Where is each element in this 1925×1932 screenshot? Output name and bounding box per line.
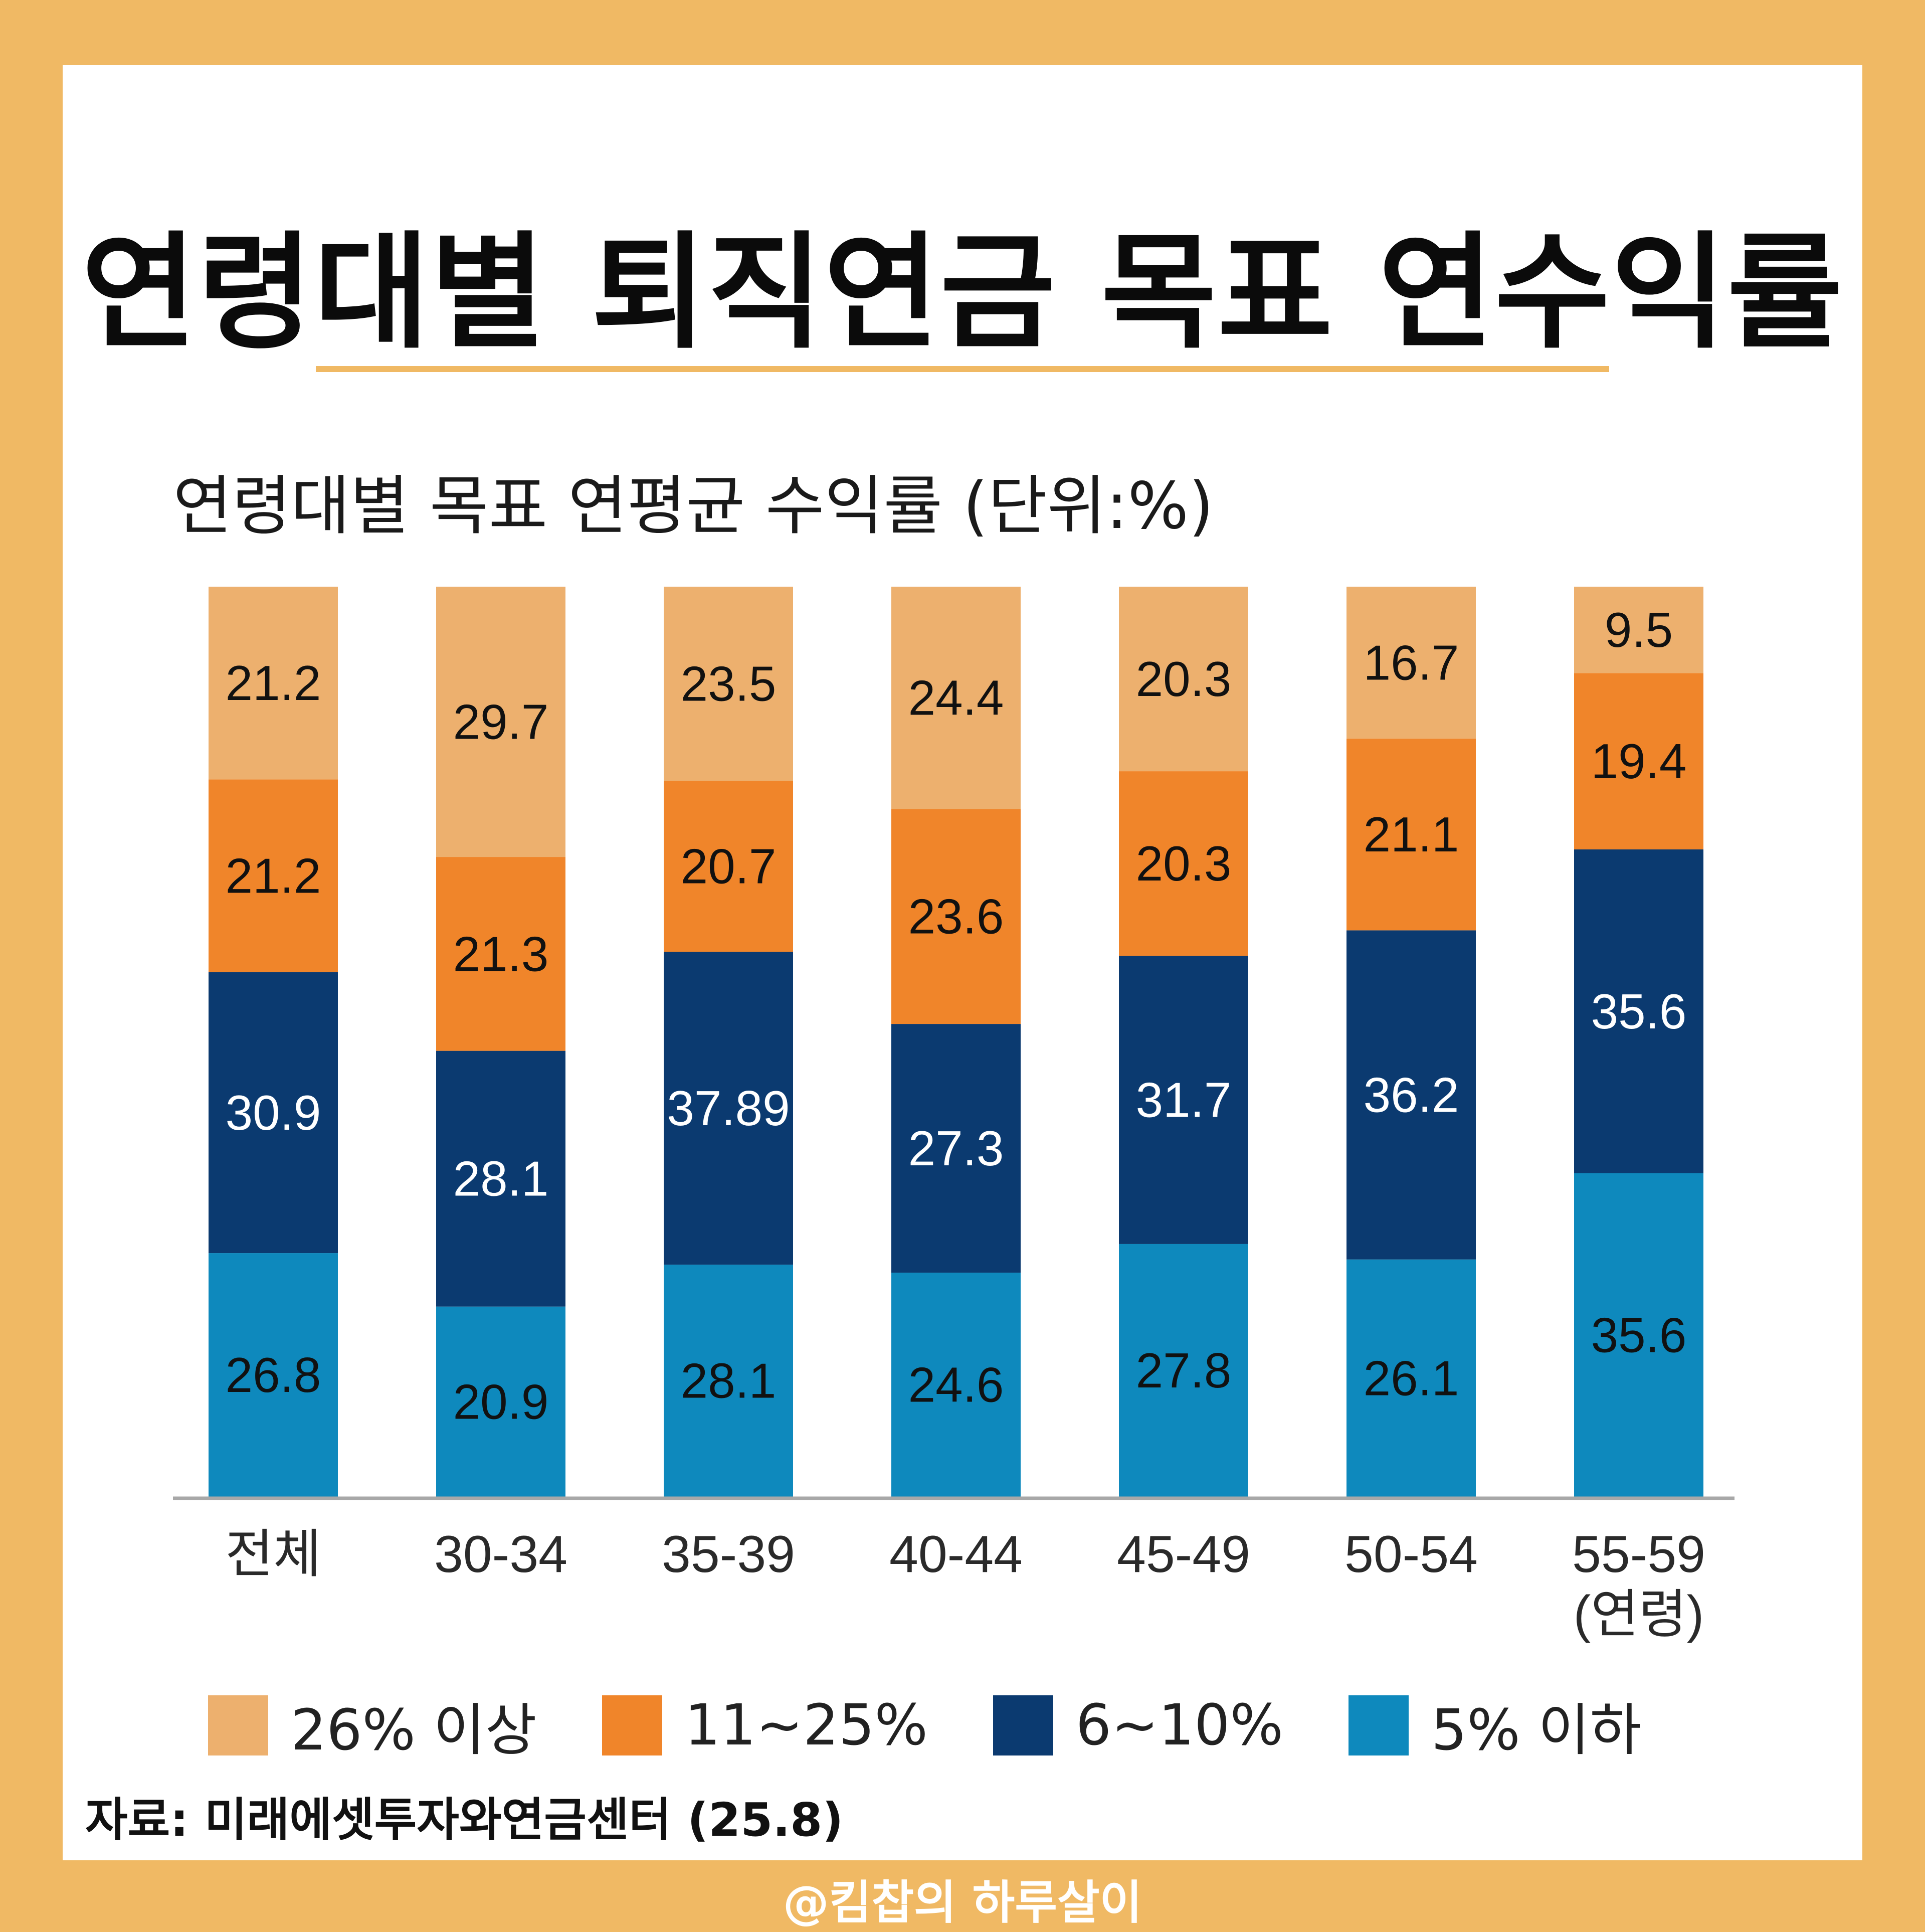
legend-item: 5% 이하 <box>1348 1685 1642 1766</box>
bar-segment <box>1119 956 1248 1244</box>
data-label: 26.8 <box>226 1347 321 1402</box>
legend-item: 6~10% <box>993 1693 1283 1758</box>
bar-segment <box>209 587 338 780</box>
data-label: 28.1 <box>681 1353 777 1409</box>
data-label: 9.5 <box>1605 602 1673 657</box>
bar-segment <box>1574 673 1703 850</box>
bar-segment <box>664 1265 793 1497</box>
bar-segment <box>891 1024 1021 1273</box>
x-tick-label: 30-34 <box>434 1525 567 1584</box>
data-label: 21.3 <box>453 926 549 981</box>
data-label: 26.1 <box>1364 1350 1459 1406</box>
bar-segment <box>664 952 793 1265</box>
bar-segment <box>1346 587 1476 739</box>
x-tick-label: 55-59 <box>1572 1525 1705 1584</box>
bar-segment <box>209 1253 338 1497</box>
data-label: 23.6 <box>908 889 1004 944</box>
data-label: 24.4 <box>908 670 1004 726</box>
data-label: 21.2 <box>226 655 321 711</box>
data-label: 35.6 <box>1591 984 1687 1039</box>
x-tick-label: 50-54 <box>1344 1525 1478 1584</box>
bar-segment <box>1346 930 1476 1260</box>
legend: 26% 이상 11~25% 6~10% 5% 이하 <box>208 1685 1706 1766</box>
legend-swatch <box>993 1695 1053 1755</box>
bar-segment <box>209 972 338 1254</box>
bar-segment <box>1574 849 1703 1173</box>
data-label: 27.8 <box>1136 1343 1232 1398</box>
data-label: 16.7 <box>1364 635 1459 690</box>
page-title: 연령대별 퇴직연금 목표 연수익률 <box>81 220 1844 366</box>
x-tick-label: 45-49 <box>1117 1525 1250 1584</box>
bar-segment <box>1119 587 1248 772</box>
bar-segment <box>1346 738 1476 931</box>
legend-swatch <box>208 1695 268 1755</box>
data-label: 37.89 <box>667 1081 790 1136</box>
data-label: 20.3 <box>1136 836 1232 891</box>
data-label: 27.3 <box>908 1121 1004 1176</box>
x-axis-unit-label: (연령) <box>1574 1586 1704 1644</box>
title-divider <box>316 366 1609 372</box>
bar-segment <box>436 857 565 1051</box>
bar-segment <box>664 587 793 781</box>
data-label: 28.1 <box>453 1151 549 1206</box>
data-label: 20.9 <box>453 1374 549 1429</box>
data-label: 21.2 <box>226 848 321 904</box>
bar-segment <box>891 809 1021 1024</box>
data-label: 29.7 <box>453 694 549 750</box>
data-label: 20.3 <box>1136 651 1232 707</box>
data-label: 35.6 <box>1591 1307 1687 1362</box>
data-label: 31.7 <box>1136 1073 1232 1128</box>
legend-swatch <box>1348 1695 1409 1755</box>
legend-swatch <box>602 1695 662 1755</box>
bar-segment <box>1574 587 1703 673</box>
data-label: 24.6 <box>908 1357 1004 1413</box>
legend-item: 11~25% <box>602 1693 928 1758</box>
bar-segment <box>891 587 1021 809</box>
legend-label: 11~25% <box>684 1693 928 1758</box>
bar-segment <box>436 1050 565 1307</box>
legend-item: 26% 이상 <box>208 1685 537 1766</box>
chart-subtitle: 연령대별 목표 연평균 수익률 (단위:%) <box>173 469 1214 544</box>
bar-segment <box>1574 1173 1703 1497</box>
legend-label: 5% 이하 <box>1431 1698 1642 1763</box>
bar-segment <box>436 1306 565 1497</box>
data-label: 19.4 <box>1591 734 1687 789</box>
bar-segment <box>436 587 565 857</box>
watermark: @킴찹의 하루살이 <box>783 1876 1142 1929</box>
bar-segment <box>1119 771 1248 956</box>
x-tick-label: 전체 <box>225 1525 321 1584</box>
data-label: 20.7 <box>681 839 777 894</box>
legend-label: 6~10% <box>1075 1693 1283 1758</box>
data-label: 30.9 <box>226 1085 321 1140</box>
bar-segment <box>1119 1244 1248 1497</box>
bar-segment <box>1346 1259 1476 1497</box>
x-tick-label: 35-39 <box>662 1525 795 1584</box>
bar-segment <box>891 1273 1021 1497</box>
data-label: 36.2 <box>1364 1068 1459 1123</box>
source-note: 자료: 미래에셋투자와연금센터 (25.8) <box>85 1793 844 1847</box>
bar-segment <box>209 779 338 972</box>
legend-label: 26% 이상 <box>291 1698 537 1763</box>
data-label: 21.1 <box>1364 807 1459 862</box>
bar-segment <box>664 781 793 952</box>
data-label: 23.5 <box>681 656 777 712</box>
x-tick-label: 40-44 <box>889 1525 1023 1584</box>
